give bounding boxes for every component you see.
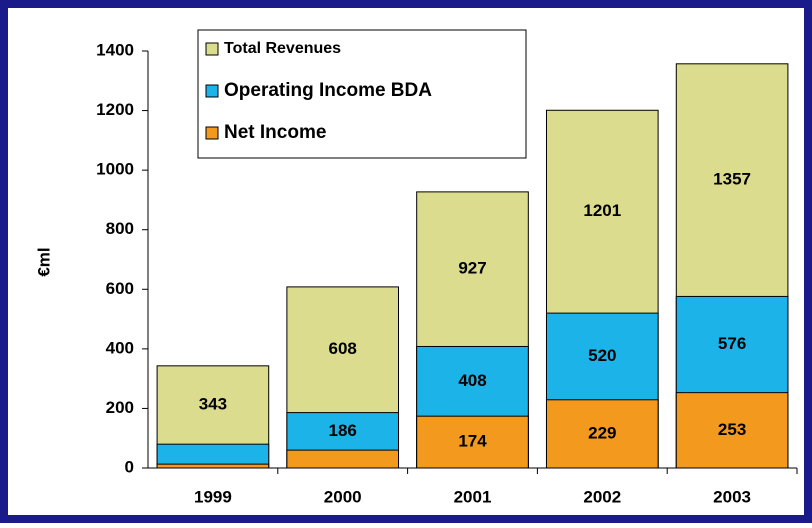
- data-label: 253: [718, 420, 746, 439]
- legend-label: Total Revenues: [224, 40, 341, 57]
- x-tick-label: 2001: [454, 487, 492, 506]
- data-label: 174: [458, 432, 487, 451]
- data-label: 186: [329, 421, 357, 440]
- y-axis-label: €ml: [34, 247, 53, 276]
- data-label: 343: [199, 394, 227, 413]
- y-tick-label: 400: [106, 338, 134, 357]
- x-tick-label: 2003: [713, 487, 751, 506]
- legend-label: Operating Income BDA: [224, 80, 432, 101]
- bar: [156, 463, 270, 469]
- y-tick-label: 200: [106, 398, 134, 417]
- data-label: 520: [588, 346, 616, 365]
- legend-swatch: [205, 126, 219, 140]
- y-tick-label: 1000: [96, 160, 134, 179]
- y-tick-label: 1400: [96, 40, 134, 59]
- data-label: 927: [458, 259, 486, 278]
- data-label: 1357: [713, 170, 751, 189]
- y-tick-label: 0: [125, 457, 134, 476]
- data-label: 576: [718, 334, 746, 353]
- legend-label: Net Income: [224, 122, 326, 143]
- bar: [675, 392, 789, 469]
- y-tick-label: 1200: [96, 100, 134, 119]
- bar: [545, 399, 659, 469]
- y-tick-label: 600: [106, 279, 134, 298]
- legend: [197, 29, 527, 159]
- x-tick-label: 2000: [324, 487, 362, 506]
- data-label: 1201: [583, 201, 621, 220]
- bar: [416, 415, 529, 469]
- legend-swatch: [205, 42, 219, 56]
- x-tick-label: 1999: [194, 487, 232, 506]
- legend-swatch: [205, 84, 219, 98]
- y-tick-label: 800: [106, 219, 134, 238]
- bar: [286, 449, 400, 469]
- data-label: 408: [458, 371, 486, 390]
- x-tick-label: 2002: [583, 487, 621, 506]
- data-label: 608: [329, 339, 357, 358]
- data-label: 229: [588, 423, 616, 442]
